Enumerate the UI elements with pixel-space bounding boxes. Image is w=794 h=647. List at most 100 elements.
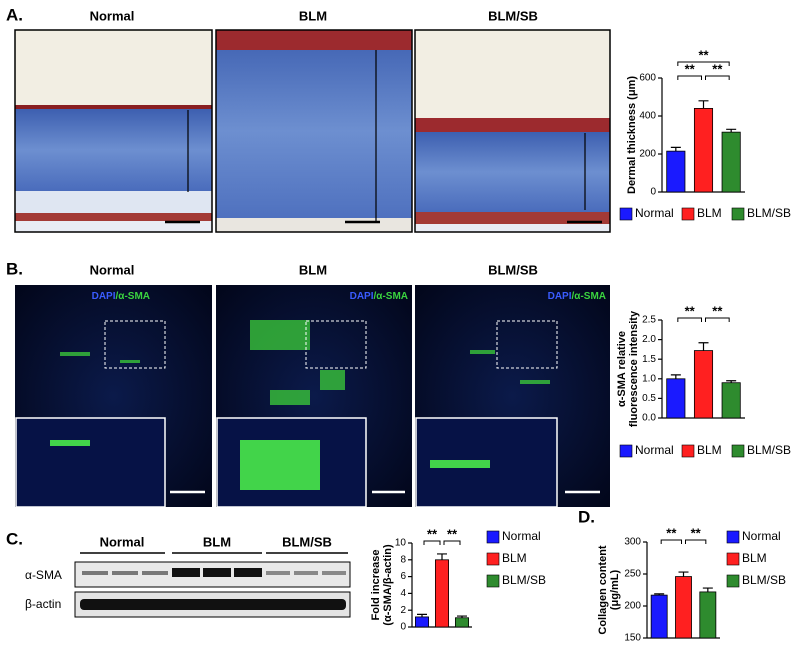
y-tick-label: 300 [624, 537, 641, 548]
significance-bracket [423, 540, 441, 545]
lane-group: BLM [203, 534, 231, 549]
legend-label: BLM/SB [747, 206, 791, 220]
legend-label: BLM [742, 551, 767, 565]
bar [699, 591, 717, 639]
error-bar [698, 100, 709, 109]
legend-label: Normal [635, 443, 674, 457]
y-tick-label: 1.5 [642, 354, 656, 365]
y-tick-label: 400 [639, 111, 656, 122]
error-bar [726, 128, 737, 133]
legend-label: BLM [697, 443, 722, 457]
image-title: BLM/SB [488, 8, 538, 23]
row-label: β-actin [25, 597, 61, 611]
legend-swatch [731, 444, 745, 458]
error-bar [678, 571, 689, 577]
stain-label: DAPI/α-SMA [350, 291, 408, 302]
legend-label: BLM/SB [502, 573, 546, 587]
image-title: BLM [299, 262, 327, 277]
significance-bracket [677, 61, 730, 66]
y-axis-label: Collagen content [597, 545, 609, 635]
error-bar [726, 380, 737, 383]
error-bar [654, 593, 665, 596]
stain-dapi: DAPI [92, 291, 116, 302]
legend-label: Normal [502, 529, 541, 543]
significance-label: ** [447, 526, 458, 541]
y-tick-label: 0.5 [642, 393, 656, 404]
y-tick-label: 200 [624, 601, 641, 612]
legend-swatch [486, 530, 500, 544]
error-bar [670, 146, 681, 152]
legend-swatch [726, 552, 740, 566]
significance-bracket [677, 317, 702, 322]
bar [666, 150, 686, 193]
y-tick-label: 0 [650, 187, 656, 198]
significance-bracket [677, 75, 702, 80]
significance-label: ** [666, 525, 677, 540]
panel-label: A. [6, 5, 23, 24]
legend-swatch [619, 207, 633, 221]
legend-swatch [619, 444, 633, 458]
significance-bracket [705, 317, 730, 322]
legend-label: BLM [502, 551, 527, 565]
y-tick-label: 150 [624, 633, 641, 644]
image-title: BLM [299, 8, 327, 23]
significance-label: ** [712, 61, 723, 76]
row-label: α-SMA [25, 568, 62, 582]
legend-swatch [726, 574, 740, 588]
y-tick-label: 2.5 [642, 315, 656, 326]
y-tick-label: 2 [400, 605, 406, 616]
y-tick-label: 0 [400, 622, 406, 633]
significance-label: ** [691, 525, 702, 540]
stain-dapi: DAPI [350, 291, 374, 302]
bar [454, 617, 469, 628]
stain-dapi: DAPI [548, 291, 572, 302]
error-bar [702, 587, 713, 592]
stain-label: DAPI/α-SMA [92, 291, 150, 302]
bar [721, 131, 741, 193]
bar [414, 616, 429, 628]
y-axis-label: (α-SMA/β-actin) [382, 544, 394, 626]
stain-sma: /α-SMA [116, 291, 150, 302]
y-tick-label: 2.0 [642, 334, 656, 345]
bar [693, 108, 714, 193]
significance-bracket [660, 539, 682, 544]
error-bar [698, 342, 709, 351]
y-tick-label: 200 [639, 149, 656, 160]
panel-label: B. [6, 259, 23, 278]
stain-sma: /α-SMA [572, 291, 606, 302]
legend-label: Normal [635, 206, 674, 220]
error-bar [670, 374, 681, 379]
significance-label: ** [685, 61, 696, 76]
significance-label: ** [685, 303, 696, 318]
significance-label: ** [698, 47, 709, 62]
y-axis-label: fluorescence intensity [628, 310, 640, 427]
bar [693, 350, 714, 419]
error-bar [457, 615, 467, 618]
y-tick-label: 6 [400, 571, 406, 582]
error-bar [437, 553, 447, 560]
image-title: Normal [90, 262, 135, 277]
legend-swatch [681, 444, 695, 458]
y-axis-label: α-SMA relative [616, 331, 628, 407]
y-axis-label: Fold increase [370, 550, 382, 621]
image-title: BLM/SB [488, 262, 538, 277]
bar [650, 594, 668, 639]
stain-sma: /α-SMA [374, 291, 408, 302]
legend-swatch [726, 530, 740, 544]
legend-label: Normal [742, 529, 781, 543]
y-tick-label: 250 [624, 569, 641, 580]
stain-label: DAPI/α-SMA [548, 291, 606, 302]
histology-images [14, 29, 611, 233]
image-title: Normal [90, 8, 135, 23]
y-tick-label: 0.0 [642, 413, 656, 424]
panel-label: D. [578, 507, 595, 526]
legend-swatch [486, 552, 500, 566]
y-tick-label: 8 [400, 554, 406, 565]
western-blot [74, 552, 351, 618]
y-tick-label: 600 [639, 73, 656, 84]
y-axis-label: (μg/mL) [609, 570, 621, 611]
bar [434, 559, 449, 628]
error-bar [417, 613, 427, 617]
y-tick-label: 1.0 [642, 373, 656, 384]
y-axis-label: Dermal thickness (μm) [626, 76, 638, 194]
